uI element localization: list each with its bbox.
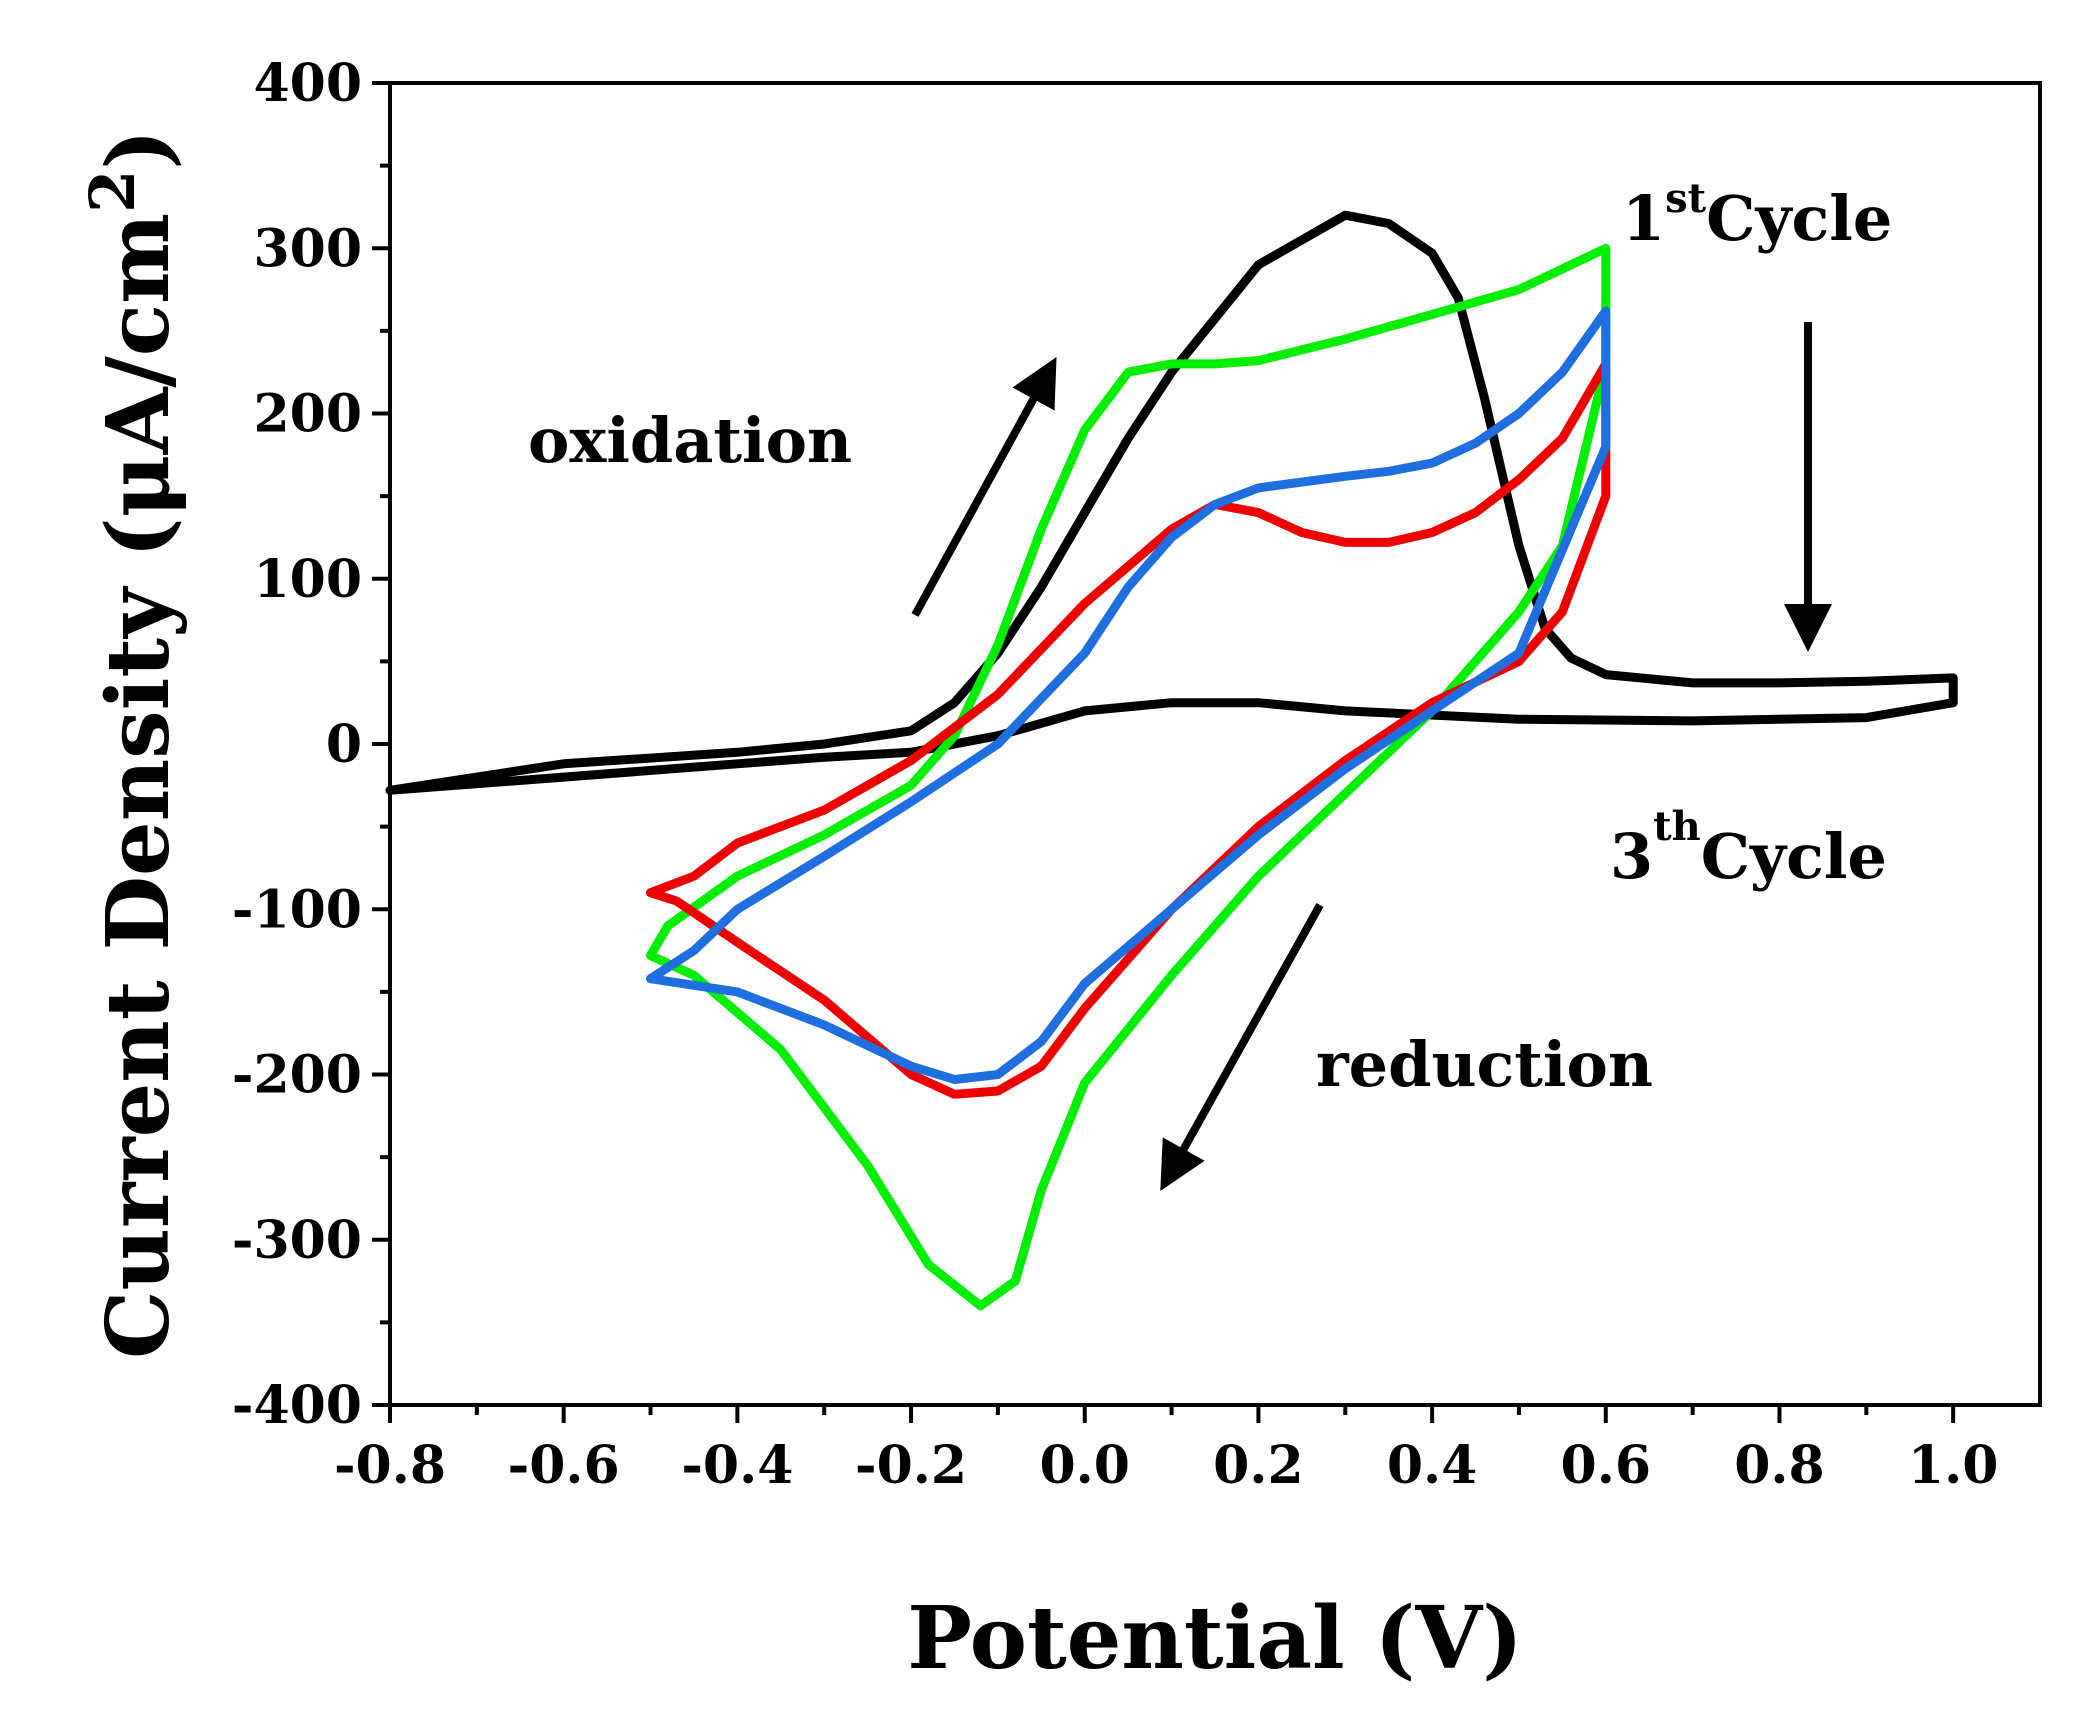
reduction-arrow: [1160, 903, 1324, 1191]
series-green-line: [646, 243, 1611, 1311]
reduction-label: reduction: [1316, 1028, 1653, 1101]
y-tick-label: 200: [253, 384, 362, 445]
x-tick-label: 0.4: [1387, 1435, 1477, 1496]
oxidation-label: oxidation: [528, 404, 852, 477]
series-layer: [385, 210, 1958, 1311]
y-axis-ticks: -400 -300 -200 -100 0 100 200 300 400: [232, 53, 390, 1436]
plot-frame: [388, 81, 2042, 1407]
x-tick-label: 0.2: [1213, 1435, 1303, 1496]
series-black-line: [385, 210, 1958, 795]
series-blue-line: [646, 306, 1611, 1084]
y-tick-label: 0: [326, 714, 362, 775]
y-tick-label: -300: [232, 1210, 362, 1271]
y-tick-label: -100: [232, 879, 362, 940]
x-tick-label: -0.6: [508, 1435, 620, 1496]
y-tick-label: 400: [253, 53, 362, 114]
first-cycle-label: 1stCycle: [1622, 175, 1892, 255]
x-tick-label: 0.8: [1734, 1435, 1824, 1496]
x-axis-ticks: -0.8 -0.6 -0.4 -0.2 0.0 0.2 0.4 0.6 0.8 1.0: [334, 1405, 1998, 1496]
y-tick-label: -200: [232, 1045, 362, 1106]
x-tick-label: -0.4: [681, 1435, 793, 1496]
x-tick-label: -0.8: [334, 1435, 446, 1496]
series-red-line: [646, 359, 1611, 1099]
x-tick-label: 1.0: [1908, 1435, 1998, 1496]
x-tick-label: 0.6: [1561, 1435, 1651, 1496]
oxidation-arrow: [911, 356, 1057, 617]
x-tick-label: 0.0: [1040, 1435, 1130, 1496]
y-tick-label: 100: [253, 549, 362, 610]
y-tick-label: 300: [253, 218, 362, 279]
y-tick-label: -400: [232, 1375, 362, 1436]
x-tick-label: -0.2: [855, 1435, 967, 1496]
x-axis-title: Potential (V): [907, 1588, 1523, 1689]
third-cycle-label: 3thCycle: [1610, 803, 1887, 893]
y-axis-title: Current Density (μA/cm2): [76, 129, 189, 1359]
